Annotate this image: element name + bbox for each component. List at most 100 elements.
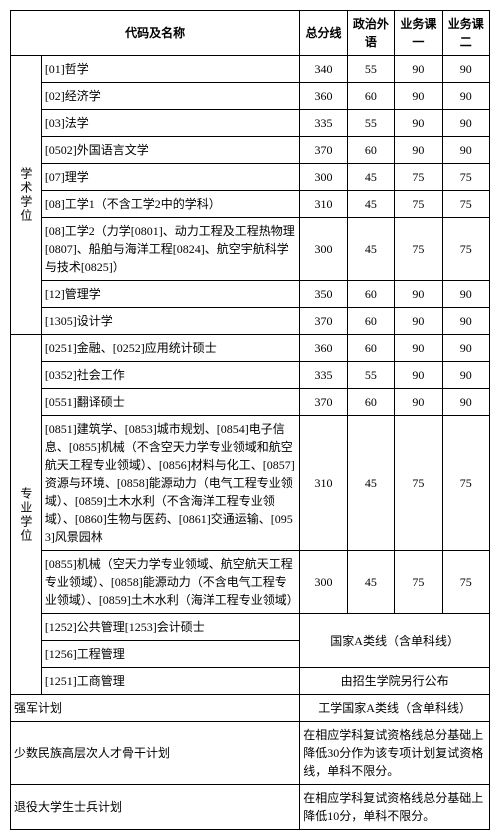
- row-c2: 75: [395, 551, 442, 614]
- row-c3: 75: [442, 416, 489, 551]
- row-c3: 90: [442, 281, 489, 308]
- row-c1: 45: [347, 416, 394, 551]
- row-c1: 60: [347, 308, 394, 335]
- hdr-code-name: 代码及名称: [11, 11, 300, 56]
- row-label: [1252]公共管理[1253]会计硕士: [41, 614, 299, 641]
- header-row: 代码及名称 总分线 政治外语 业务课一 业务课二: [11, 11, 490, 56]
- plan-value: 工学国家A类线（含单科线）: [300, 695, 490, 722]
- row-c3: 75: [442, 218, 489, 281]
- table-row: 强军计划 工学国家A类线（含单科线）: [11, 695, 490, 722]
- row-c1: 55: [347, 362, 394, 389]
- row-c2: 90: [395, 56, 442, 83]
- row-c2: 75: [395, 164, 442, 191]
- cat-academic: 学术学位: [11, 56, 42, 335]
- row-label: [01]哲学: [41, 56, 299, 83]
- row-total: 370: [300, 308, 347, 335]
- hdr-course1: 业务课一: [395, 11, 442, 56]
- row-c3: 90: [442, 56, 489, 83]
- plan-value: 在相应学科复试资格线总分基础上降低30分作为该专项计划复试资格线，单科不限分。: [300, 722, 490, 785]
- row-c1: 45: [347, 191, 394, 218]
- table-row: [08]工学1（不含工学2中的学科） 310 45 75 75: [11, 191, 490, 218]
- plan-label: 强军计划: [11, 695, 300, 722]
- plan-label: 退役大学生士兵计划: [11, 785, 300, 830]
- row-c1: 45: [347, 551, 394, 614]
- row-total: 310: [300, 416, 347, 551]
- plan-value: 在相应学科复试资格线总分基础上降低10分，单科不限分。: [300, 785, 490, 830]
- row-c3: 90: [442, 308, 489, 335]
- row-c2: 75: [395, 191, 442, 218]
- row-label: [1251]工商管理: [41, 668, 299, 695]
- row-c3: 75: [442, 191, 489, 218]
- row-c1: 60: [347, 335, 394, 362]
- table-row: [0352]社会工作 335 55 90 90: [11, 362, 490, 389]
- row-c3: 75: [442, 164, 489, 191]
- row-c1: 60: [347, 137, 394, 164]
- row-c2: 90: [395, 110, 442, 137]
- row-c2: 90: [395, 335, 442, 362]
- row-label: [03]法学: [41, 110, 299, 137]
- row-label: [0352]社会工作: [41, 362, 299, 389]
- row-label: [12]管理学: [41, 281, 299, 308]
- row-c2: 90: [395, 389, 442, 416]
- row-total: 335: [300, 110, 347, 137]
- row-label: [0502]外国语言文学: [41, 137, 299, 164]
- table-row: [02]经济学 360 60 90 90: [11, 83, 490, 110]
- row-c2: 90: [395, 137, 442, 164]
- row-total: 310: [300, 191, 347, 218]
- row-total: 300: [300, 551, 347, 614]
- row-total: 350: [300, 281, 347, 308]
- hdr-course2: 业务课二: [442, 11, 489, 56]
- row-c1: 45: [347, 164, 394, 191]
- row-c1: 60: [347, 83, 394, 110]
- table-row: [03]法学 335 55 90 90: [11, 110, 490, 137]
- row-c3: 90: [442, 83, 489, 110]
- table-row: [0502]外国语言文学 370 60 90 90: [11, 137, 490, 164]
- hdr-total: 总分线: [300, 11, 347, 56]
- row-c3: 90: [442, 137, 489, 164]
- note-national-a: 国家A类线（含单科线）: [300, 614, 490, 668]
- row-label: [0855]机械（空天力学专业领域、航空航天工程专业领域）、[0858]能源动力…: [41, 551, 299, 614]
- table-row: 退役大学生士兵计划 在相应学科复试资格线总分基础上降低10分，单科不限分。: [11, 785, 490, 830]
- row-c1: 55: [347, 56, 394, 83]
- row-label: [1305]设计学: [41, 308, 299, 335]
- row-label: [08]工学1（不含工学2中的学科）: [41, 191, 299, 218]
- row-c3: 75: [442, 551, 489, 614]
- row-c3: 90: [442, 362, 489, 389]
- table-row: [12]管理学 350 60 90 90: [11, 281, 490, 308]
- row-label: [08]工学2（力学[0801]、动力工程及工程热物理[0807]、船舶与海洋工…: [41, 218, 299, 281]
- row-c2: 90: [395, 281, 442, 308]
- plan-label: 少数民族高层次人才骨干计划: [11, 722, 300, 785]
- hdr-politics: 政治外语: [347, 11, 394, 56]
- row-c2: 75: [395, 218, 442, 281]
- table-row: [0851]建筑学、[0853]城市规划、[0854]电子信息、[0855]机械…: [11, 416, 490, 551]
- row-label: [0851]建筑学、[0853]城市规划、[0854]电子信息、[0855]机械…: [41, 416, 299, 551]
- row-total: 300: [300, 218, 347, 281]
- table-row: [0855]机械（空天力学专业领域、航空航天工程专业领域）、[0858]能源动力…: [11, 551, 490, 614]
- table-row: [1305]设计学 370 60 90 90: [11, 308, 490, 335]
- row-c1: 55: [347, 110, 394, 137]
- row-label: [0551]翻译硕士: [41, 389, 299, 416]
- row-total: 360: [300, 335, 347, 362]
- row-c3: 90: [442, 110, 489, 137]
- table-row: [0551]翻译硕士 370 60 90 90: [11, 389, 490, 416]
- row-total: 360: [300, 83, 347, 110]
- row-label: [07]理学: [41, 164, 299, 191]
- row-c2: 90: [395, 362, 442, 389]
- row-total: 340: [300, 56, 347, 83]
- table-row: [07]理学 300 45 75 75: [11, 164, 490, 191]
- row-total: 300: [300, 164, 347, 191]
- cat-professional: 专业学位: [11, 335, 42, 695]
- score-table: 代码及名称 总分线 政治外语 业务课一 业务课二 学术学位 [01]哲学 340…: [10, 10, 490, 830]
- row-total: 370: [300, 137, 347, 164]
- row-total: 335: [300, 362, 347, 389]
- table-row: 专业学位 [0251]金融、[0252]应用统计硕士 360 60 90 90: [11, 335, 490, 362]
- row-total: 370: [300, 389, 347, 416]
- row-c2: 90: [395, 83, 442, 110]
- table-row: 少数民族高层次人才骨干计划 在相应学科复试资格线总分基础上降低30分作为该专项计…: [11, 722, 490, 785]
- row-label: [02]经济学: [41, 83, 299, 110]
- row-c1: 60: [347, 281, 394, 308]
- row-label: [0251]金融、[0252]应用统计硕士: [41, 335, 299, 362]
- row-c2: 75: [395, 416, 442, 551]
- table-row: 学术学位 [01]哲学 340 55 90 90: [11, 56, 490, 83]
- note-school: 由招生学院另行公布: [300, 668, 490, 695]
